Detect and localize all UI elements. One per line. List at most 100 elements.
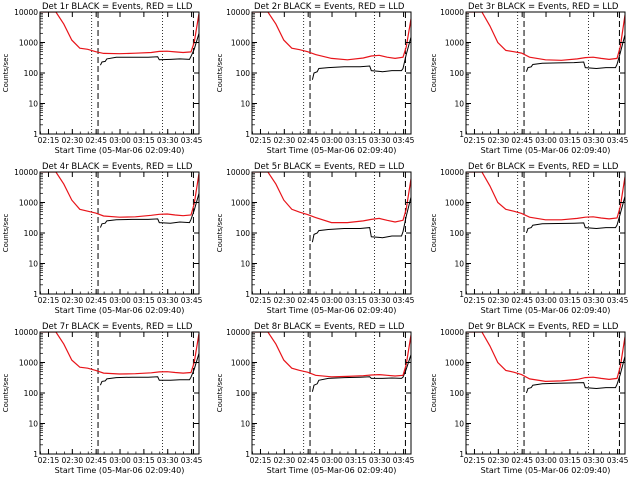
x-tick-label: 02:45 xyxy=(85,136,107,145)
x-tick-label: 03:15 xyxy=(133,456,155,465)
x-tick-label: 02:30 xyxy=(274,136,296,145)
y-tick-label: 100 xyxy=(24,389,39,398)
x-tick-label: 02:45 xyxy=(511,136,533,145)
x-tick-label: 02:45 xyxy=(511,456,533,465)
panel-9: Det 9r BLACK = Events, RED = LLD 1 10 100 10… xyxy=(430,322,629,475)
y-tick-label: 1 xyxy=(245,450,250,459)
panel-title: Det 5r BLACK = Events, RED = LLD xyxy=(254,162,405,172)
x-tick-label: 02:15 xyxy=(38,136,60,145)
x-tick-label: 03:15 xyxy=(345,456,367,465)
y-tick-label: 10 xyxy=(454,260,464,269)
x-tick-label: 02:30 xyxy=(62,456,84,465)
events-series-line xyxy=(311,196,411,243)
y-tick-label: 1 xyxy=(459,130,464,139)
plot-frame xyxy=(465,11,626,135)
panel-title: Det 3r BLACK = Events, RED = LLD xyxy=(468,2,619,12)
x-tick-label: 03:45 xyxy=(181,456,203,465)
y-tick-label: 10000 xyxy=(226,168,250,177)
x-tick-label: 03:45 xyxy=(607,296,629,305)
x-tick-label: 03:30 xyxy=(157,296,179,305)
x-axis-label: Start Time (05-Mar-06 02:09:40) xyxy=(55,146,185,155)
y-tick-label: 10000 xyxy=(440,328,464,337)
x-tick-label: 02:15 xyxy=(250,296,272,305)
y-tick-label: 1000 xyxy=(445,199,464,208)
x-tick-label: 03:45 xyxy=(393,136,415,145)
events-series-line xyxy=(525,356,625,394)
y-tick-label: 100 xyxy=(450,389,465,398)
panel-title: Det 1r BLACK = Events, RED = LLD xyxy=(42,2,193,12)
y-tick-label: 10000 xyxy=(14,168,38,177)
lld-series-line xyxy=(466,172,625,221)
x-tick-label: 02:15 xyxy=(250,456,272,465)
y-tick-label: 10 xyxy=(28,100,38,109)
x-tick-label: 03:30 xyxy=(369,296,391,305)
x-tick-label: 03:30 xyxy=(369,456,391,465)
lld-series-line xyxy=(40,172,199,218)
x-tick-label: 02:30 xyxy=(62,136,84,145)
panel-6: Det 6r BLACK = Events, RED = LLD 1 10 100 10… xyxy=(430,162,629,315)
x-tick-label: 03:00 xyxy=(535,136,557,145)
x-tick-label: 02:45 xyxy=(297,136,319,145)
lld-series-line xyxy=(40,12,199,55)
y-tick-label: 1 xyxy=(33,130,38,139)
plot-frame xyxy=(39,11,200,135)
lld-series-line xyxy=(466,332,625,383)
plot-frame xyxy=(39,331,200,455)
lld-series-line xyxy=(466,12,625,61)
y-axis-label: Counts/sec xyxy=(216,54,224,93)
y-tick-label: 1000 xyxy=(19,39,38,48)
panel-2: Det 2r BLACK = Events, RED = LLD 1 10 100 10… xyxy=(216,2,415,155)
x-tick-label: 02:15 xyxy=(464,296,486,305)
x-tick-label: 03:00 xyxy=(109,136,131,145)
plot-frame xyxy=(465,171,626,295)
x-axis-label: Start Time (05-Mar-06 02:09:40) xyxy=(481,146,611,155)
y-axis-label: Counts/sec xyxy=(216,214,224,253)
panel-title: Det 6r BLACK = Events, RED = LLD xyxy=(468,162,619,172)
x-tick-label: 02:15 xyxy=(38,296,60,305)
x-tick-label: 03:00 xyxy=(109,296,131,305)
x-tick-label: 02:15 xyxy=(250,136,272,145)
y-tick-label: 1000 xyxy=(445,39,464,48)
x-tick-label: 02:30 xyxy=(488,456,510,465)
plot-frame xyxy=(465,331,626,455)
y-tick-label: 1000 xyxy=(445,359,464,368)
y-tick-label: 1000 xyxy=(231,359,250,368)
x-axis-label: Start Time (05-Mar-06 02:09:40) xyxy=(267,466,397,475)
x-axis-label: Start Time (05-Mar-06 02:09:40) xyxy=(267,146,397,155)
y-axis-label: Counts/sec xyxy=(216,374,224,413)
y-tick-label: 10000 xyxy=(226,8,250,17)
y-tick-label: 1000 xyxy=(231,39,250,48)
x-axis-label: Start Time (05-Mar-06 02:09:40) xyxy=(481,306,611,315)
panel-title: Det 7r BLACK = Events, RED = LLD xyxy=(42,322,193,332)
y-tick-label: 1000 xyxy=(19,199,38,208)
x-tick-label: 02:45 xyxy=(85,296,107,305)
events-series-line xyxy=(311,354,411,392)
x-axis-label: Start Time (05-Mar-06 02:09:40) xyxy=(55,306,185,315)
plot-frame xyxy=(251,11,412,135)
x-tick-label: 03:45 xyxy=(607,456,629,465)
y-tick-label: 100 xyxy=(236,389,251,398)
x-axis-label: Start Time (05-Mar-06 02:09:40) xyxy=(55,466,185,475)
panel-3: Det 3r BLACK = Events, RED = LLD 1 10 100 10… xyxy=(430,2,629,155)
panel-title: Det 9r BLACK = Events, RED = LLD xyxy=(468,322,619,332)
x-tick-label: 02:45 xyxy=(297,296,319,305)
x-tick-label: 02:30 xyxy=(274,296,296,305)
x-tick-label: 03:30 xyxy=(157,136,179,145)
events-series-line xyxy=(99,353,199,386)
y-tick-label: 10 xyxy=(28,260,38,269)
x-tick-label: 03:15 xyxy=(559,456,581,465)
x-tick-label: 03:45 xyxy=(607,136,629,145)
y-tick-label: 1 xyxy=(245,130,250,139)
x-tick-label: 03:30 xyxy=(369,136,391,145)
x-axis-label: Start Time (05-Mar-06 02:09:40) xyxy=(267,306,397,315)
y-tick-label: 1 xyxy=(459,290,464,299)
x-tick-label: 02:45 xyxy=(511,296,533,305)
y-tick-label: 1000 xyxy=(19,359,38,368)
y-tick-label: 10 xyxy=(240,100,250,109)
y-tick-label: 100 xyxy=(236,69,251,78)
plot-frame xyxy=(251,171,412,295)
y-tick-label: 100 xyxy=(236,229,251,238)
x-tick-label: 03:00 xyxy=(109,456,131,465)
panel-1: Det 1r BLACK = Events, RED = LLD 1 10 100 10… xyxy=(2,2,203,155)
events-series-line xyxy=(99,33,199,66)
